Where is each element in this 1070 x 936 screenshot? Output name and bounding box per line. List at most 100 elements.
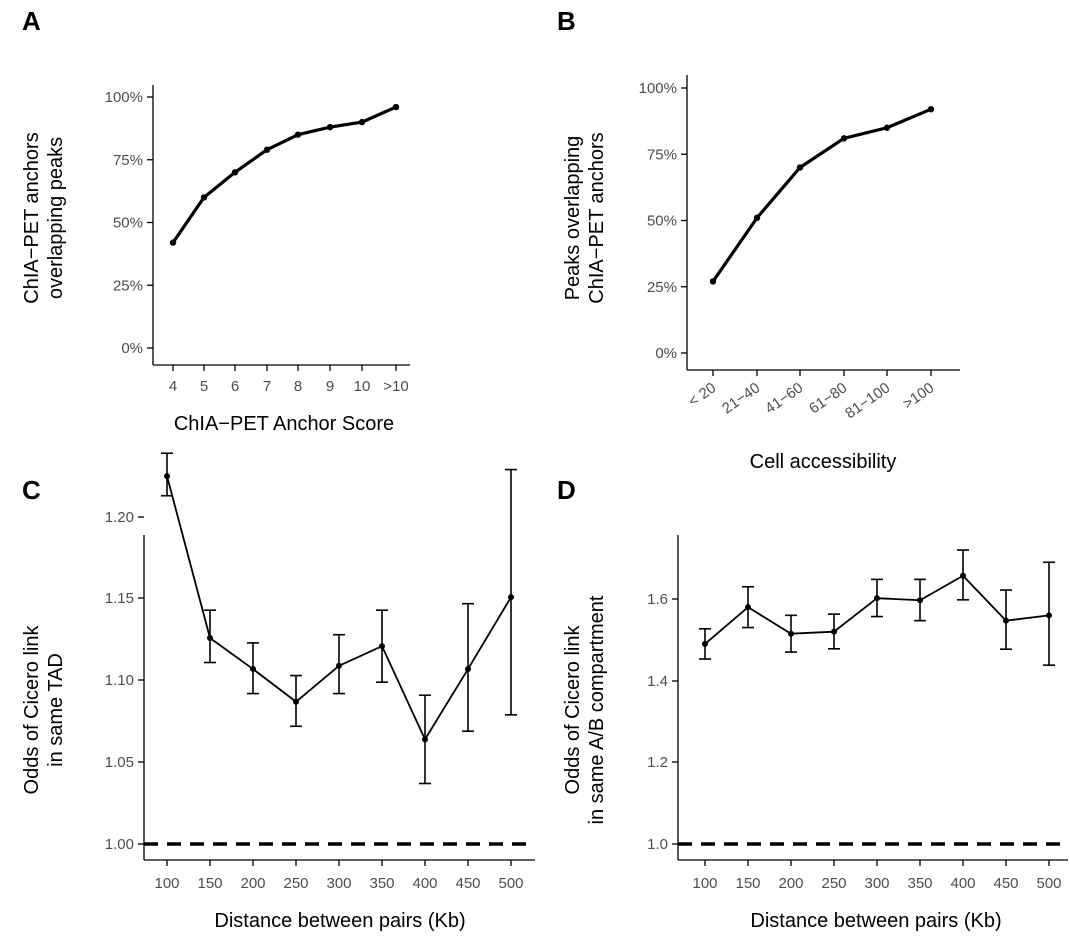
x-tick-label: 300: [864, 875, 889, 892]
x-tick-label: 400: [950, 875, 975, 892]
x-tick-label: 500: [498, 875, 523, 892]
panel-c: C 1.00 1.05 1.10 1.15 1.20 100 150 200 250 300 350 4…: [21, 452, 535, 932]
y-axis-title-line: overlapping peaks: [45, 137, 67, 299]
y-tick-label: 50%: [647, 213, 677, 230]
y-axis-title-line: in same A/B compartment: [586, 595, 608, 824]
data-point: [207, 634, 213, 641]
x-tick-label: 250: [283, 875, 308, 892]
y-tick-label: 100%: [105, 89, 143, 106]
x-tick-label: 21−40: [719, 379, 763, 417]
y-axis-title-line: Odds of Cicero link: [562, 625, 584, 795]
y-axis-title: Peaks overlapping ChIA−PET anchors: [562, 132, 608, 303]
data-point: [796, 164, 804, 171]
x-tick-label: 200: [778, 875, 803, 892]
y-axis-title-line: Odds of Cicero link: [21, 625, 43, 795]
x-tick-label: 5: [200, 378, 208, 395]
x-tick-label: 500: [1036, 875, 1061, 892]
data-point: [753, 214, 761, 222]
data-point: [250, 666, 256, 673]
x-tick-label: 150: [197, 875, 222, 892]
data-point: [294, 131, 302, 138]
data-point: [326, 123, 334, 131]
y-tick-label: 1.2: [647, 754, 668, 771]
data-point: [883, 124, 891, 131]
data-point: [293, 698, 299, 705]
series-line: [171, 105, 397, 244]
error-bar: [505, 468, 517, 716]
panel-label: B: [557, 6, 576, 36]
x-tick-label: 10: [354, 378, 371, 395]
y-tick-label: 25%: [647, 279, 677, 296]
x-tick-label: 100: [154, 875, 179, 892]
y-tick-label: 0%: [655, 345, 677, 362]
y-tick-label: 100%: [639, 80, 677, 97]
panel-label: D: [557, 475, 576, 505]
y-tick-label: 1.15: [105, 590, 134, 607]
x-tick-label: 450: [455, 875, 480, 892]
y-tick-label: 1.10: [105, 672, 134, 689]
x-tick-label: 8: [294, 378, 302, 395]
data-point: [508, 594, 514, 601]
x-tick-label: 250: [821, 875, 846, 892]
data-point: [874, 595, 880, 602]
data-point: [960, 572, 966, 579]
y-axis-title-line: ChIA−PET anchors: [586, 132, 608, 303]
y-tick-label: 1.05: [105, 754, 134, 771]
x-tick-label: < 20: [685, 379, 719, 410]
data-point: [927, 106, 935, 113]
x-tick-label: 300: [326, 875, 351, 892]
x-tick-label: >10: [383, 378, 408, 395]
y-tick-label: 75%: [113, 152, 143, 169]
x-tick-label: 9: [326, 378, 334, 395]
y-tick-label: 1.0: [647, 836, 668, 853]
y-tick-label: 75%: [647, 146, 677, 163]
series-line: [711, 107, 932, 283]
data-point: [840, 135, 848, 142]
panel-a: A 0% 25% 50% 75% 100% 4 5 6 7 8 9 10 >10 ChIA−PET Anch…: [21, 6, 410, 435]
y-tick-label: 1.20: [105, 509, 134, 526]
data-point: [1046, 612, 1052, 619]
x-axis-title: ChIA−PET Anchor Score: [174, 413, 394, 435]
y-axis-title-line: Peaks overlapping: [562, 136, 584, 301]
data-point: [169, 239, 177, 246]
data-point: [164, 473, 170, 480]
y-tick-label: 1.00: [105, 836, 134, 853]
data-point: [379, 643, 385, 650]
y-tick-label: 25%: [113, 277, 143, 294]
data-point: [917, 597, 923, 604]
x-tick-label: 350: [369, 875, 394, 892]
data-point: [702, 640, 708, 647]
y-tick-label: 1.4: [647, 673, 668, 690]
data-point: [231, 169, 239, 176]
x-tick-label: 100: [692, 875, 717, 892]
y-axis-title: ChIA−PET anchors overlapping peaks: [21, 132, 67, 303]
data-point: [709, 278, 717, 285]
y-tick-label: 1.6: [647, 591, 668, 608]
x-tick-label: 350: [907, 875, 932, 892]
data-point: [336, 662, 342, 669]
x-tick-label: 400: [412, 875, 437, 892]
x-tick-label: 7: [263, 378, 271, 395]
y-axis-title-line: ChIA−PET anchors: [21, 132, 43, 303]
data-point: [1003, 617, 1009, 624]
data-point: [745, 604, 751, 611]
x-axis-title: Distance between pairs (Kb): [214, 910, 465, 932]
data-point: [831, 628, 837, 635]
data-point: [263, 146, 271, 153]
x-tick-label: >100: [900, 379, 937, 412]
data-point: [422, 736, 428, 743]
y-axis-title: Odds of Cicero link in same A/B compartme…: [562, 595, 608, 824]
data-point: [465, 666, 471, 673]
x-axis-title: Cell accessibility: [750, 451, 897, 473]
x-tick-label: 81−100: [842, 379, 893, 422]
x-tick-label: 200: [240, 875, 265, 892]
data-point: [358, 118, 366, 126]
y-tick-label: 50%: [113, 215, 143, 232]
x-tick-label: 6: [231, 378, 239, 395]
panel-d: D 1.0 1.2 1.4 1.6 100 150 200 250 300 350 400 450 500…: [557, 475, 1068, 932]
panel-label: A: [22, 6, 41, 36]
y-tick-label: 0%: [121, 340, 143, 357]
x-tick-label: 41−60: [762, 379, 806, 417]
